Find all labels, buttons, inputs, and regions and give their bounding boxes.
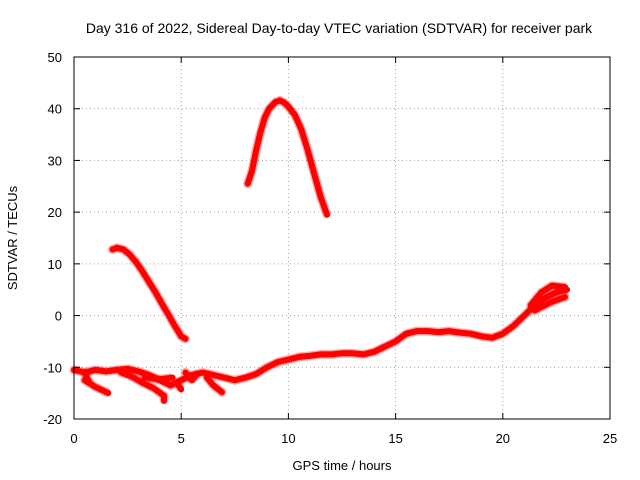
series-dip-5b bbox=[173, 379, 185, 393]
series-baseline-jitter bbox=[69, 285, 572, 390]
series-arc-high-jitter bbox=[243, 95, 332, 220]
y-tick-label: 40 bbox=[48, 102, 62, 117]
y-tick-label: 30 bbox=[48, 153, 62, 168]
x-tick-label: 0 bbox=[70, 431, 77, 446]
series-dip-6-jitter bbox=[202, 373, 227, 397]
series-lower-branch-jitter bbox=[116, 368, 169, 406]
series-layer bbox=[69, 95, 572, 406]
x-tick-label: 15 bbox=[388, 431, 402, 446]
series-lower-branch bbox=[118, 369, 167, 404]
y-tick-label: 20 bbox=[48, 205, 62, 220]
series-arc-mid bbox=[109, 244, 189, 342]
series-tail-low bbox=[532, 294, 568, 314]
series-lower-branch-2-jitter bbox=[140, 373, 178, 384]
x-tick-label: 20 bbox=[496, 431, 510, 446]
chart-title: Day 316 of 2022, Sidereal Day-to-day VTE… bbox=[86, 20, 593, 36]
x-tick-label: 10 bbox=[281, 431, 295, 446]
y-tick-label: 50 bbox=[48, 50, 62, 65]
series-tail-high-jitter bbox=[526, 281, 570, 310]
series-dip-5-jitter bbox=[181, 368, 201, 385]
series-dip-6 bbox=[203, 374, 225, 396]
series-arc-mid-jitter bbox=[108, 243, 190, 344]
ticks: 0 5 10 15 20 25 -20 -10 0 10 20 30 40 50 bbox=[43, 50, 617, 446]
x-tick-label: 5 bbox=[178, 431, 185, 446]
series-tail-low-jitter bbox=[530, 292, 570, 315]
series-lower-branch-2 bbox=[141, 374, 176, 383]
y-axis-label: SDTVAR / TECUs bbox=[5, 185, 20, 290]
series-short-left-2-jitter bbox=[80, 368, 94, 387]
y-tick-label: -20 bbox=[43, 412, 62, 427]
y-tick-label: 10 bbox=[48, 257, 62, 272]
series-arc-high bbox=[244, 97, 330, 218]
x-axis-label: GPS time / hours bbox=[293, 458, 392, 473]
y-tick-label: -10 bbox=[43, 360, 62, 375]
series-short-left-2 bbox=[81, 369, 92, 385]
x-tick-label: 25 bbox=[603, 431, 617, 446]
y-tick-label: 0 bbox=[55, 309, 62, 324]
series-dip-5b-jitter bbox=[172, 378, 186, 394]
grid bbox=[74, 57, 610, 419]
plot-frame bbox=[73, 56, 611, 420]
series-dip-5 bbox=[182, 369, 200, 384]
series-tail-high bbox=[527, 282, 568, 309]
